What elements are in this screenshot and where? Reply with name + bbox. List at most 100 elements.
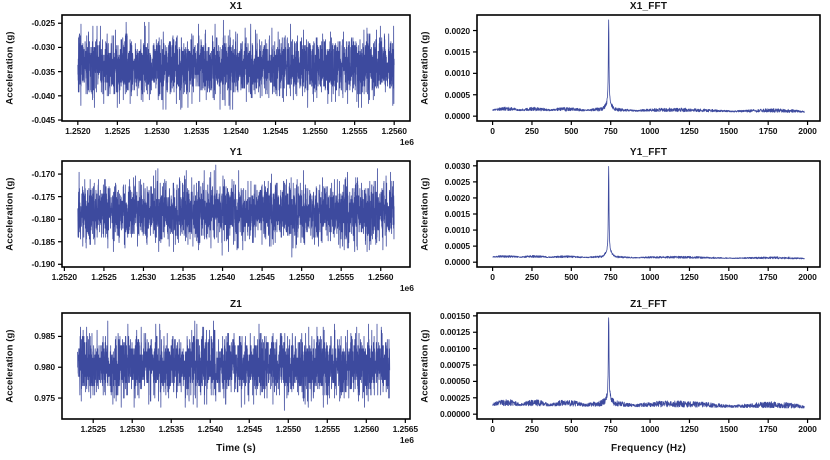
- plot-canvas-x1-fft: [473, 14, 821, 125]
- axis-offset-label: 1e6: [399, 137, 414, 147]
- x-tick-label: 1.2525: [80, 424, 107, 434]
- y-tick-label: 0.00150: [439, 310, 470, 321]
- axis-offset-label: 1e6: [399, 283, 414, 293]
- x-tick-label: 750: [603, 272, 618, 282]
- y-tick-label: -0.045: [31, 115, 55, 126]
- x-tick-label: 1.2520: [65, 126, 91, 136]
- x-tick-label: 1.2560: [381, 126, 407, 136]
- x-tick-label: 250: [525, 272, 539, 282]
- x-tick-label: 1.2550: [275, 424, 302, 434]
- plot-canvas-z1-fft: [473, 312, 821, 423]
- x-tick-label: 1.2530: [119, 424, 146, 434]
- y-tick-label: -0.185: [31, 236, 55, 247]
- x-tick-label: 1.2550: [302, 126, 328, 136]
- y-tick-label: -0.030: [31, 42, 55, 53]
- y-tick-label: 0.00075: [439, 360, 470, 371]
- x-tick-label: 250: [525, 126, 539, 136]
- y-tick-label: 0.0015: [444, 46, 471, 57]
- x-tick-label: 1.2535: [158, 424, 185, 434]
- x-tick-label: 0: [490, 126, 495, 136]
- x-tick-label: 1250: [680, 126, 699, 136]
- plot-title-x1: X1: [229, 1, 243, 12]
- x-tick-label: 2000: [798, 424, 817, 434]
- plot-canvas-x1: [58, 14, 411, 125]
- x-tick-label: 1.2520: [51, 272, 78, 282]
- plot-canvas-y1: [58, 160, 411, 271]
- y-tick-label: -0.180: [31, 214, 55, 225]
- x-tick-label: 1.2535: [170, 272, 196, 282]
- axis-offset-label: 1e6: [399, 435, 414, 445]
- plot-frame: [61, 160, 411, 268]
- x-tick-label: 1.2530: [130, 272, 157, 282]
- y-tick-label: 0.975: [34, 393, 55, 404]
- x-tick-label: 1.2540: [223, 126, 249, 136]
- y-tick-label: 0.0005: [444, 241, 471, 252]
- x-tick-label: 1.2555: [341, 126, 368, 136]
- x-tick-label: 1.2565: [392, 424, 419, 434]
- y-tick-label: 0.0005: [444, 89, 471, 100]
- x-tick-label: 500: [564, 272, 579, 282]
- x-tick-label: 1000: [640, 424, 660, 434]
- signal-line: [492, 19, 805, 113]
- subplot-x1: X1 Acceleration (g) 1.2520 1.2525 1.2530 1.…: [5, 1, 415, 147]
- signal-line: [77, 19, 395, 110]
- x-tick-label: 0: [490, 272, 495, 282]
- y-tick-label: 0.0000: [444, 111, 471, 122]
- x-tick-label: 1250: [680, 272, 699, 282]
- x-tick-label: 750: [603, 424, 618, 434]
- plot-title-y1: Y1: [229, 147, 243, 158]
- x-tick-label: 2000: [798, 272, 817, 282]
- x-tick-label: 1.2540: [197, 424, 224, 434]
- plot-frame: [476, 14, 821, 122]
- x-tick-label: 750: [603, 126, 618, 136]
- subplot-z1: Z1 Acceleration (g) Time (s) 1.2525 1.253…: [5, 299, 419, 454]
- x-axis-label-time: Time (s): [216, 443, 256, 454]
- x-tick-label: 1.2545: [262, 126, 289, 136]
- y-tick-label: -0.175: [31, 191, 55, 202]
- x-tick-label: 1.2545: [236, 424, 263, 434]
- x-tick-label: 1.2545: [249, 272, 275, 282]
- x-tick-label: 1500: [719, 272, 739, 282]
- x-tick-label: 1750: [758, 126, 778, 136]
- y-tick-label: 0.00000: [439, 409, 470, 420]
- x-tick-label: 1000: [640, 272, 660, 282]
- y-tick-label: 0.0015: [444, 209, 471, 219]
- signal-line: [492, 317, 805, 409]
- y-tick-label: -0.040: [31, 90, 55, 101]
- x-tick-label: 1.2525: [104, 126, 131, 136]
- x-tick-label: 1.2535: [183, 126, 210, 136]
- x-tick-label: 1500: [719, 424, 739, 434]
- plot-title-z1-fft: Z1_FFT: [630, 299, 667, 310]
- y-tick-label: 0.00125: [439, 327, 470, 338]
- signal-line: [492, 166, 805, 260]
- x-tick-label: 1250: [680, 424, 699, 434]
- plot-title-z1: Z1: [229, 299, 243, 310]
- x-tick-label: 1.2540: [209, 272, 236, 282]
- x-tick-label: 0: [490, 424, 495, 434]
- subplot-y1-fft: Y1_FFT Acceleration (g) 0 250 500 750 1000 12…: [420, 147, 821, 282]
- signal-line: [77, 164, 395, 258]
- y-tick-label: 0.00025: [439, 392, 470, 403]
- x-tick-label: 1750: [758, 272, 778, 282]
- y-tick-label: 0.0020: [444, 192, 471, 203]
- plot-title-x1-fft: X1_FFT: [629, 1, 668, 12]
- x-tick-label: 500: [564, 126, 579, 136]
- y-tick-label: 0.0010: [444, 225, 471, 236]
- y-tick-label: 0.0000: [444, 257, 471, 268]
- x-tick-label: 1000: [640, 126, 660, 136]
- y-tick-label: 0.00050: [439, 376, 470, 387]
- x-tick-label: 1500: [719, 126, 739, 136]
- x-tick-label: 1.2555: [328, 272, 354, 282]
- plot-canvas-y1-fft: [473, 160, 821, 271]
- y-tick-label: 0.0010: [444, 68, 471, 79]
- x-tick-label: 250: [525, 424, 539, 434]
- subplot-z1-fft: Z1_FFT Acceleration (g) Frequency (Hz) 0…: [420, 299, 821, 454]
- x-axis-label-frequency: Frequency (Hz): [610, 443, 687, 454]
- y-tick-label: -0.170: [31, 169, 55, 180]
- plot-frame: [61, 312, 411, 420]
- y-tick-label: -0.025: [31, 18, 55, 29]
- y-tick-label: 0.00100: [439, 343, 470, 354]
- plot-canvas-z1: [58, 312, 411, 423]
- x-tick-label: 1.2530: [144, 126, 170, 136]
